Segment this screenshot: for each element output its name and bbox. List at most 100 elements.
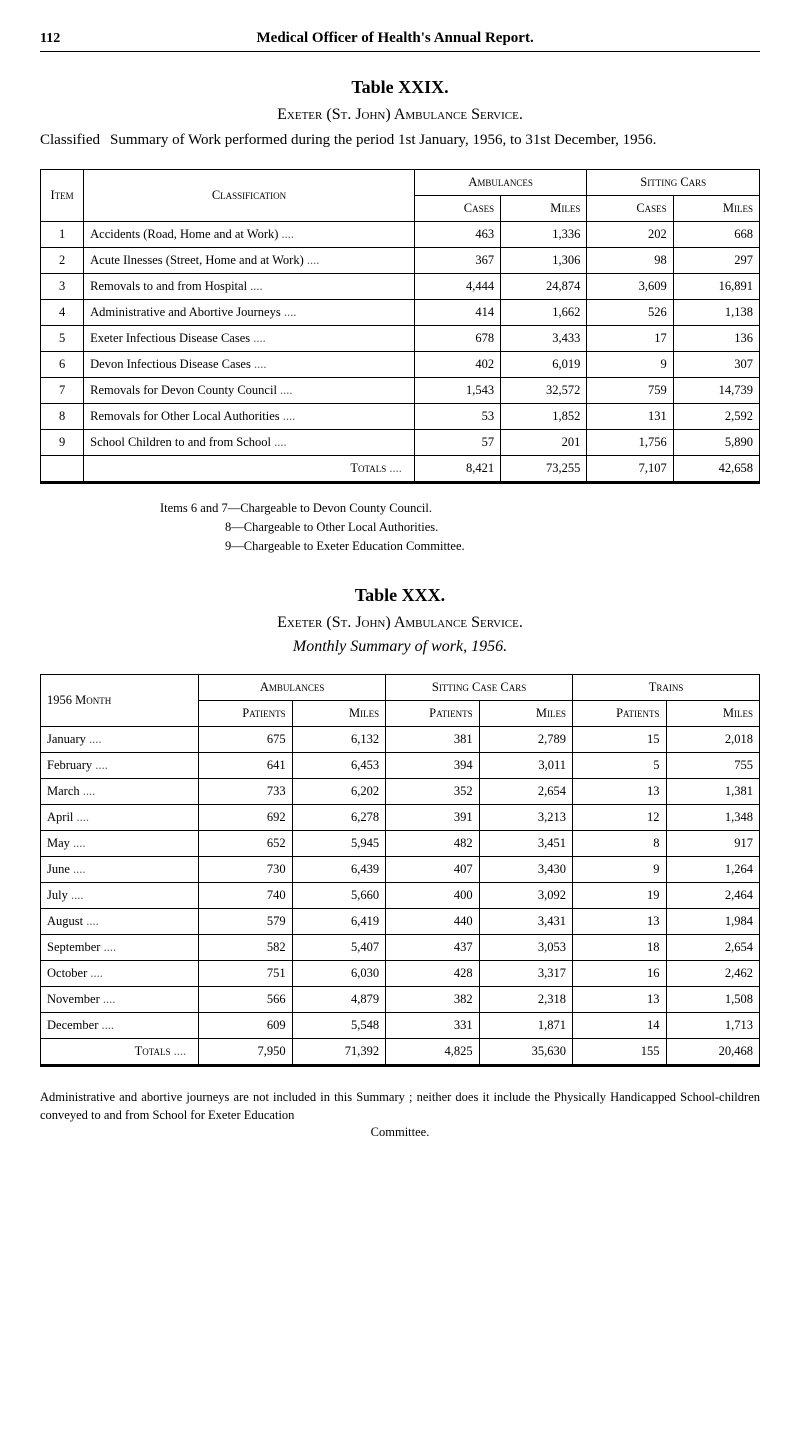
cell-sit-miles: 16,891 (673, 274, 759, 300)
cell-classification: Acute Ilnesses (Street, Home and at Work… (84, 248, 415, 274)
header-sitting-cars: Sitting Cars (587, 170, 760, 196)
classified-label: Classified (40, 132, 100, 149)
report-title: Medical Officer of Health's Annual Repor… (60, 30, 730, 47)
cell-month: February (41, 753, 199, 779)
cell-trn-m: 1,984 (666, 909, 759, 935)
cell-sit-p: 331 (386, 1013, 479, 1039)
header-amb-miles: Miles (501, 196, 587, 222)
footnote-line-2: Committee. (40, 1124, 760, 1142)
cell-amb-m: 5,407 (292, 935, 385, 961)
cell-sit-p: 382 (386, 987, 479, 1013)
cell-sit-cases: 17 (587, 326, 673, 352)
table-xxix-title: Table XXIX. (40, 77, 760, 98)
cell-sit-miles: 5,890 (673, 430, 759, 456)
cell-classification: Removals for Devon County Council (84, 378, 415, 404)
table-xxix-subtitle: Exeter (St. John) Ambulance Service. (40, 106, 760, 124)
table-xxix-header-row-1: Item Classification Ambulances Sitting C… (41, 170, 760, 196)
header-trn-miles: Miles (666, 701, 759, 727)
cell-item: 1 (41, 222, 84, 248)
cell-amb-miles: 24,874 (501, 274, 587, 300)
cell-amb-miles: 32,572 (501, 378, 587, 404)
cell-classification: School Children to and from School (84, 430, 415, 456)
cell-amb-p: 582 (199, 935, 292, 961)
cell-sit-m: 3,213 (479, 805, 572, 831)
cell-amb-m: 6,202 (292, 779, 385, 805)
cell-amb-miles: 201 (501, 430, 587, 456)
cell-trn-m: 2,654 (666, 935, 759, 961)
cell-trn-p: 19 (573, 883, 666, 909)
table-row: 3 Removals to and from Hospital 4,444 24… (41, 274, 760, 300)
cell-amb-cases: 1,543 (414, 378, 500, 404)
cell-amb-miles: 6,019 (501, 352, 587, 378)
cell-sit-cases: 1,756 (587, 430, 673, 456)
cell-trn-m: 1,508 (666, 987, 759, 1013)
table-row: 8 Removals for Other Local Authorities 5… (41, 404, 760, 430)
header-trains: Trains (573, 675, 760, 701)
cell-amb-m: 5,548 (292, 1013, 385, 1039)
chargeable-notes: Items 6 and 7—Chargeable to Devon County… (160, 499, 760, 555)
header-month: 1956 Month (41, 675, 199, 727)
cell-sit-miles: 14,739 (673, 378, 759, 404)
table-row: May 652 5,945 482 3,451 8 917 (41, 831, 760, 857)
cell-sit-p: 437 (386, 935, 479, 961)
table-xxix: Item Classification Ambulances Sitting C… (40, 169, 760, 484)
cell-amb-p: 652 (199, 831, 292, 857)
cell-sit-m: 3,451 (479, 831, 572, 857)
header-amb-cases: Cases (414, 196, 500, 222)
cell-trn-p: 13 (573, 987, 666, 1013)
totals-amb-cases: 8,421 (414, 456, 500, 483)
cell-amb-p: 641 (199, 753, 292, 779)
totals-amb-p: 7,950 (199, 1039, 292, 1066)
cell-sit-m: 3,317 (479, 961, 572, 987)
table-xxx-monthly-title: Monthly Summary of work, 1956. (40, 638, 760, 656)
cell-trn-p: 14 (573, 1013, 666, 1039)
table-row: October 751 6,030 428 3,317 16 2,462 (41, 961, 760, 987)
cell-trn-p: 18 (573, 935, 666, 961)
cell-amb-cases: 414 (414, 300, 500, 326)
cell-sit-cases: 98 (587, 248, 673, 274)
cell-month: October (41, 961, 199, 987)
chargeable-note-2: 8—Chargeable to Other Local Authorities. (225, 518, 760, 537)
table-row: 2 Acute Ilnesses (Street, Home and at Wo… (41, 248, 760, 274)
cell-trn-p: 16 (573, 961, 666, 987)
cell-sit-p: 407 (386, 857, 479, 883)
table-row: January 675 6,132 381 2,789 15 2,018 (41, 727, 760, 753)
cell-trn-m: 755 (666, 753, 759, 779)
cell-sit-cases: 131 (587, 404, 673, 430)
cell-amb-miles: 1,662 (501, 300, 587, 326)
cell-trn-p: 8 (573, 831, 666, 857)
cell-trn-p: 12 (573, 805, 666, 831)
header-sitting-case-cars: Sitting Case Cars (386, 675, 573, 701)
cell-sit-miles: 1,138 (673, 300, 759, 326)
totals-sit-m: 35,630 (479, 1039, 572, 1066)
table-row: 7 Removals for Devon County Council 1,54… (41, 378, 760, 404)
cell-month: December (41, 1013, 199, 1039)
table-row: September 582 5,407 437 3,053 18 2,654 (41, 935, 760, 961)
table-xxx-totals-row: Totals 7,950 71,392 4,825 35,630 155 20,… (41, 1039, 760, 1066)
cell-sit-cases: 3,609 (587, 274, 673, 300)
cell-sit-p: 482 (386, 831, 479, 857)
table-row: June 730 6,439 407 3,430 9 1,264 (41, 857, 760, 883)
cell-trn-m: 1,713 (666, 1013, 759, 1039)
header-trn-patients: Patients (573, 701, 666, 727)
cell-sit-p: 440 (386, 909, 479, 935)
cell-amb-miles: 1,306 (501, 248, 587, 274)
cell-item: 3 (41, 274, 84, 300)
cell-amb-p: 566 (199, 987, 292, 1013)
cell-trn-m: 1,348 (666, 805, 759, 831)
totals-sit-cases: 7,107 (587, 456, 673, 483)
table-row: August 579 6,419 440 3,431 13 1,984 (41, 909, 760, 935)
totals-sit-p: 4,825 (386, 1039, 479, 1066)
cell-month: July (41, 883, 199, 909)
table-row: 1 Accidents (Road, Home and at Work) 463… (41, 222, 760, 248)
footnote: Administrative and abortive journeys are… (40, 1089, 760, 1142)
header-sit-patients: Patients (386, 701, 479, 727)
cell-month: May (41, 831, 199, 857)
cell-amb-p: 609 (199, 1013, 292, 1039)
totals-label: Totals (84, 456, 415, 483)
cell-sit-p: 394 (386, 753, 479, 779)
cell-amb-m: 6,439 (292, 857, 385, 883)
cell-amb-miles: 1,852 (501, 404, 587, 430)
cell-month: August (41, 909, 199, 935)
cell-sit-miles: 307 (673, 352, 759, 378)
